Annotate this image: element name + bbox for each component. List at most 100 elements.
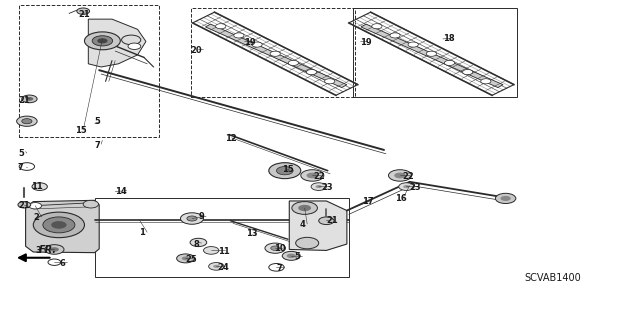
Text: 4: 4 [300,220,305,229]
Circle shape [187,216,197,221]
Bar [191,8,355,97]
Bar [353,8,517,97]
Text: 7: 7 [95,141,100,150]
Text: 11: 11 [31,182,42,191]
Polygon shape [205,24,347,87]
Circle shape [204,247,219,254]
Circle shape [83,200,99,208]
Text: 17: 17 [362,197,373,206]
Circle shape [481,79,491,84]
Text: 15: 15 [76,126,87,135]
Text: 6: 6 [60,259,65,268]
Text: 12: 12 [225,134,237,143]
Circle shape [45,245,64,254]
Text: 7: 7 [18,163,24,172]
Circle shape [92,36,113,46]
Circle shape [287,254,296,258]
Circle shape [301,170,324,181]
Circle shape [22,119,32,124]
Text: 7: 7 [276,264,282,273]
Text: 25: 25 [186,255,197,264]
Circle shape [444,60,454,65]
Circle shape [271,246,280,250]
Circle shape [177,254,195,263]
Text: 13: 13 [246,229,258,238]
Text: 5: 5 [95,117,100,126]
Text: 23: 23 [410,183,421,192]
Circle shape [18,202,31,208]
Text: 10: 10 [274,244,285,253]
Circle shape [209,263,224,270]
Text: 21: 21 [18,96,29,105]
Bar [95,198,349,277]
Circle shape [311,183,326,190]
Text: 21: 21 [326,216,338,225]
Circle shape [128,43,141,49]
Text: 23: 23 [321,183,333,192]
Circle shape [252,42,262,47]
Circle shape [270,51,280,56]
Circle shape [408,42,419,47]
Circle shape [276,167,293,175]
Circle shape [50,247,59,252]
Circle shape [495,193,516,204]
Bar [19,5,159,137]
Circle shape [324,79,335,84]
Text: 24: 24 [218,263,229,272]
Circle shape [269,263,284,271]
Circle shape [292,202,317,214]
Text: 5: 5 [294,252,300,261]
Circle shape [399,183,414,190]
Text: 19: 19 [244,38,256,47]
Circle shape [190,238,207,247]
Circle shape [122,35,141,45]
Text: FR.: FR. [38,245,56,255]
Circle shape [17,116,37,126]
Polygon shape [289,201,347,250]
Text: 21: 21 [18,201,29,210]
Circle shape [426,51,436,56]
Circle shape [298,205,311,211]
Text: 16: 16 [396,194,407,203]
Circle shape [180,213,204,224]
Circle shape [22,95,37,103]
Circle shape [182,256,189,260]
Text: 2: 2 [33,213,39,222]
Circle shape [19,163,35,170]
Text: SCVAB1400: SCVAB1400 [525,272,582,283]
Circle shape [282,251,300,260]
Circle shape [463,70,473,75]
Circle shape [296,237,319,249]
Circle shape [29,203,42,209]
Polygon shape [88,19,146,67]
Text: 22: 22 [314,172,325,181]
Circle shape [43,217,75,233]
Text: 20: 20 [191,46,202,55]
Circle shape [390,33,400,38]
Circle shape [265,243,285,253]
Text: 22: 22 [402,172,413,181]
Circle shape [26,97,33,101]
Text: 21: 21 [78,10,90,19]
Circle shape [372,24,382,29]
Circle shape [403,185,410,188]
Text: 18: 18 [443,34,454,43]
Text: 14: 14 [115,187,127,196]
Circle shape [388,170,412,181]
Circle shape [288,60,298,65]
Text: 19: 19 [360,38,371,47]
Text: 11: 11 [218,247,229,256]
Text: 5: 5 [18,149,24,158]
Text: 1: 1 [140,228,145,237]
Text: 9: 9 [198,212,204,221]
Circle shape [307,70,317,75]
Circle shape [269,163,301,179]
Circle shape [216,24,226,29]
Text: 15: 15 [282,165,293,174]
Polygon shape [361,24,503,87]
Circle shape [213,265,220,268]
Circle shape [97,38,108,43]
Circle shape [84,32,120,50]
Text: 3: 3 [35,246,41,255]
Circle shape [234,33,244,38]
